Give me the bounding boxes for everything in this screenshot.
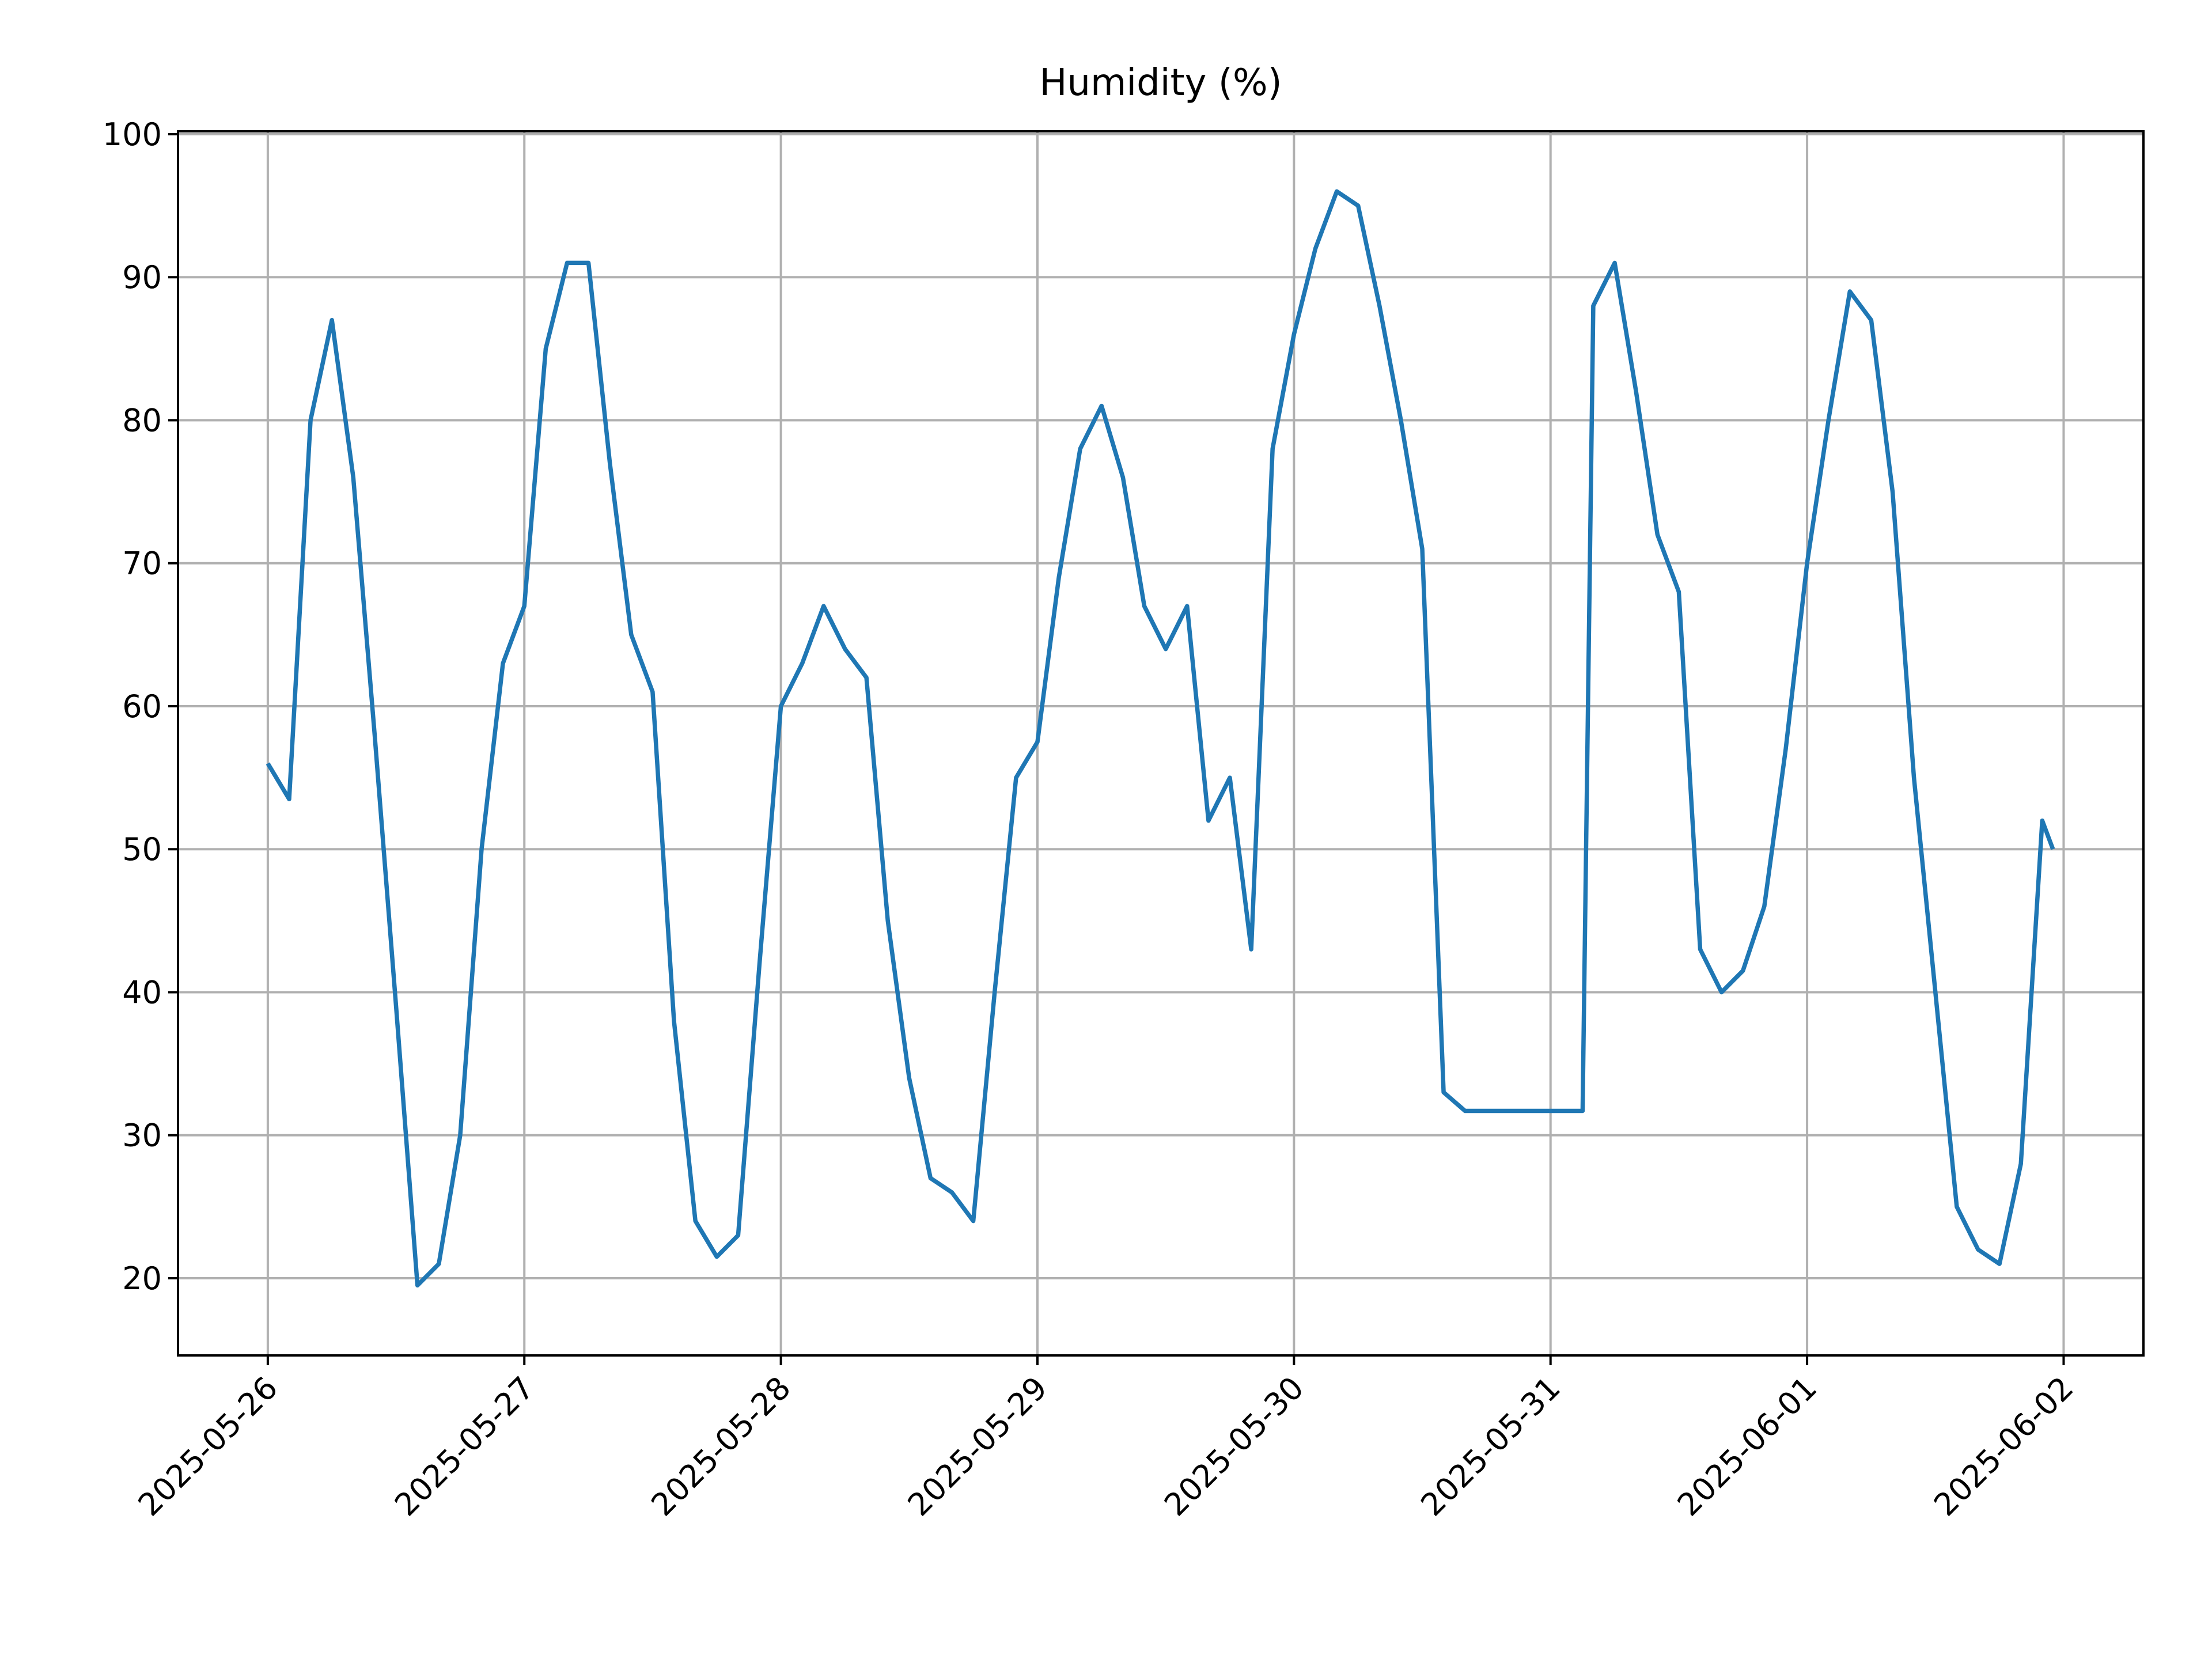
- x-tick-label: 2025-06-01: [1671, 1370, 1824, 1523]
- plot-frame: [177, 130, 2145, 1357]
- y-tick-label: 80: [122, 402, 162, 438]
- y-tick-label: 30: [122, 1118, 162, 1154]
- y-tick-label: 60: [122, 688, 162, 725]
- x-tick-label: 2025-05-29: [901, 1370, 1054, 1523]
- x-tick-label: 2025-05-30: [1157, 1370, 1310, 1523]
- chart-title: Humidity (%): [1039, 62, 1282, 104]
- y-tick-label: 70: [122, 546, 162, 582]
- y-tick-label: 40: [122, 974, 162, 1010]
- x-tick-label: 2025-06-02: [1927, 1370, 2080, 1523]
- y-tick-label: 50: [122, 831, 162, 868]
- y-tick-label: 20: [122, 1260, 162, 1297]
- y-tick-label: 100: [103, 116, 162, 153]
- x-tick-label: 2025-05-27: [388, 1370, 541, 1523]
- x-tick-label: 2025-05-31: [1414, 1370, 1567, 1523]
- y-tick-label: 90: [122, 259, 162, 296]
- data-line: [266, 189, 2055, 1288]
- x-tick-label: 2025-05-28: [644, 1370, 797, 1523]
- x-tick-label: 2025-05-26: [131, 1370, 285, 1523]
